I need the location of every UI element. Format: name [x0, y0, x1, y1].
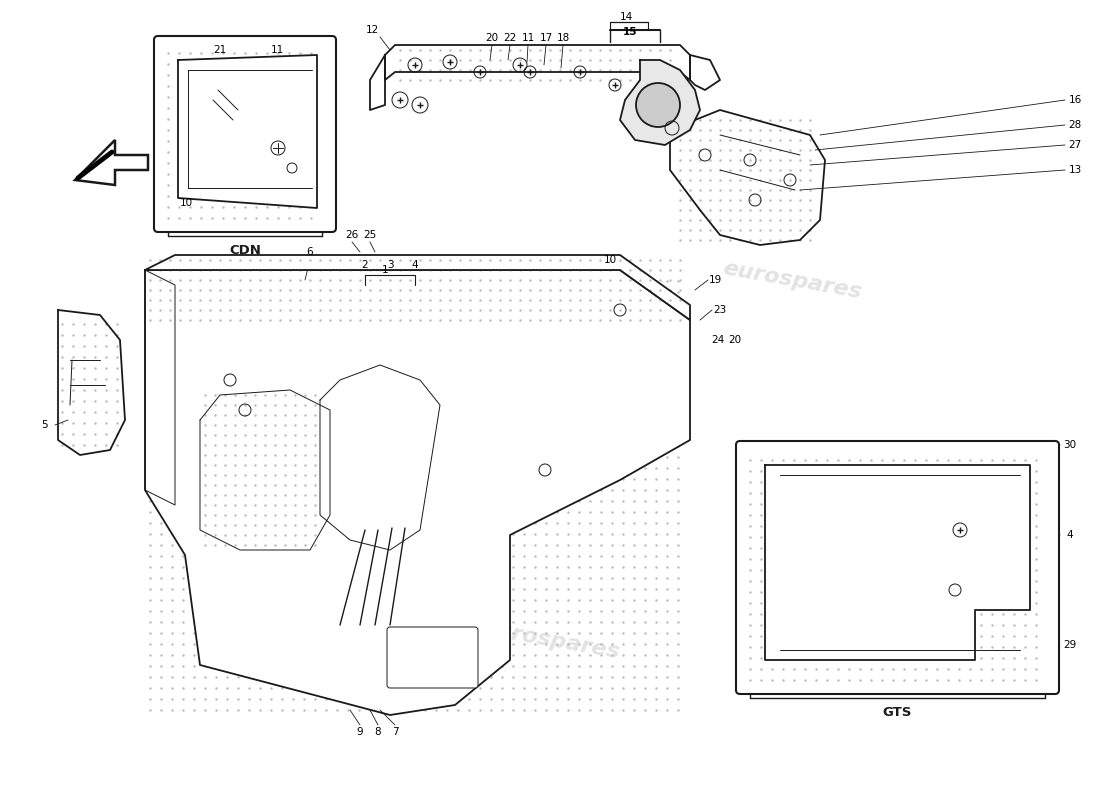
Text: 28: 28	[1068, 120, 1081, 130]
Text: 18: 18	[557, 33, 570, 43]
Text: 10: 10	[179, 198, 192, 208]
FancyBboxPatch shape	[387, 627, 478, 688]
FancyBboxPatch shape	[736, 441, 1059, 694]
Polygon shape	[75, 140, 148, 185]
Text: 27: 27	[1068, 140, 1081, 150]
Text: 14: 14	[619, 12, 632, 22]
Text: 4: 4	[1067, 530, 1074, 540]
Text: GTS: GTS	[883, 706, 912, 718]
Polygon shape	[670, 110, 825, 245]
Polygon shape	[145, 255, 690, 320]
Text: 21: 21	[213, 45, 227, 55]
Polygon shape	[58, 310, 125, 455]
Text: 17: 17	[539, 33, 552, 43]
Text: 3: 3	[387, 260, 394, 270]
Text: eurospares: eurospares	[170, 362, 314, 406]
Text: eurospares: eurospares	[478, 258, 622, 302]
Text: 5: 5	[42, 420, 48, 430]
Text: 19: 19	[708, 275, 722, 285]
Text: 23: 23	[714, 305, 727, 315]
Text: 1: 1	[382, 265, 388, 275]
Text: eurospares: eurospares	[720, 258, 864, 302]
Polygon shape	[145, 270, 690, 715]
Text: 25: 25	[363, 230, 376, 240]
Text: 24: 24	[712, 335, 725, 345]
Text: 15: 15	[623, 27, 637, 37]
Text: 4: 4	[411, 260, 418, 270]
Text: 2: 2	[362, 260, 369, 270]
Text: 22: 22	[504, 33, 517, 43]
Text: 13: 13	[1068, 165, 1081, 175]
Text: 26: 26	[345, 230, 359, 240]
FancyBboxPatch shape	[154, 36, 336, 232]
Text: 20: 20	[728, 335, 741, 345]
Polygon shape	[764, 465, 1030, 660]
Polygon shape	[178, 55, 317, 208]
Text: 29: 29	[1064, 640, 1077, 650]
Text: 6: 6	[307, 247, 314, 257]
Text: CDN: CDN	[229, 243, 261, 257]
Text: 9: 9	[356, 727, 363, 737]
Text: 16: 16	[1068, 95, 1081, 105]
Text: 12: 12	[365, 25, 378, 35]
Polygon shape	[385, 45, 690, 80]
Polygon shape	[620, 60, 700, 145]
Text: 7: 7	[392, 727, 398, 737]
Text: 20: 20	[485, 33, 498, 43]
Text: eurospares: eurospares	[478, 618, 622, 662]
Text: 11: 11	[271, 45, 284, 55]
Text: 11: 11	[521, 33, 535, 43]
Text: 10: 10	[604, 255, 617, 265]
Text: 8: 8	[375, 727, 382, 737]
Circle shape	[636, 83, 680, 127]
Text: 30: 30	[1064, 440, 1077, 450]
